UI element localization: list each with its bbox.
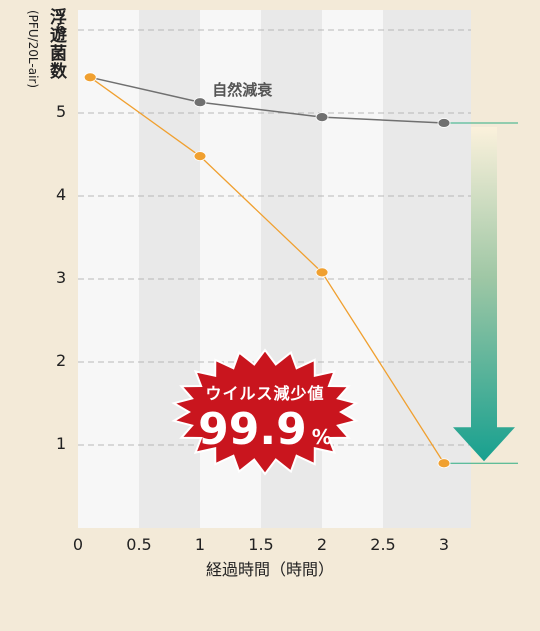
data-point (193, 97, 207, 108)
decrease-arrow (444, 122, 518, 464)
reduction-badge (171, 348, 359, 476)
badge-starburst (171, 348, 359, 476)
y-tick-label: 6 (56, 19, 67, 38)
arrow-shape (453, 126, 515, 462)
x-tick-label: 0.5 (126, 535, 152, 554)
x-tick-label: 1.5 (248, 535, 274, 554)
series-line (89, 76, 445, 464)
plot-band (444, 10, 471, 528)
badge-value: 99.9 (198, 404, 307, 455)
data-point (437, 118, 451, 128)
data-point (193, 151, 207, 162)
series-label-natural-decay: 自然減衰 (212, 80, 273, 99)
y-axis-unit: (PFU/20L-air) (26, 10, 40, 89)
x-tick-label: 2 (316, 535, 328, 554)
x-tick-label: 3 (438, 535, 450, 554)
x-axis-title: 経過時間（時間） (205, 560, 334, 579)
badge-text: ウイルス減少値 99.9 % (175, 380, 355, 455)
series-line (90, 76, 445, 124)
data-point (315, 112, 329, 123)
data-point (83, 72, 97, 83)
y-tick-label: 1 (56, 434, 67, 453)
badge-unit: % (311, 425, 332, 449)
plot-band (383, 10, 444, 528)
y-tick-label: 4 (56, 185, 67, 204)
x-tick-label: 2.5 (370, 535, 396, 554)
badge-title: ウイルス減少値 (205, 384, 325, 403)
plot-band (139, 10, 200, 528)
y-axis-label: 浮遊菌数 (PFU/20L-air) (22, 8, 66, 218)
y-tick-label: 3 (56, 268, 67, 287)
x-tick-label: 0 (72, 535, 84, 554)
y-axis-title: 浮遊菌数 (46, 8, 66, 80)
data-point (437, 458, 451, 469)
y-tick-label: 2 (56, 351, 67, 370)
data-point (315, 267, 329, 278)
x-tick-label: 1 (194, 535, 206, 554)
y-tick-label: 5 (56, 102, 67, 121)
